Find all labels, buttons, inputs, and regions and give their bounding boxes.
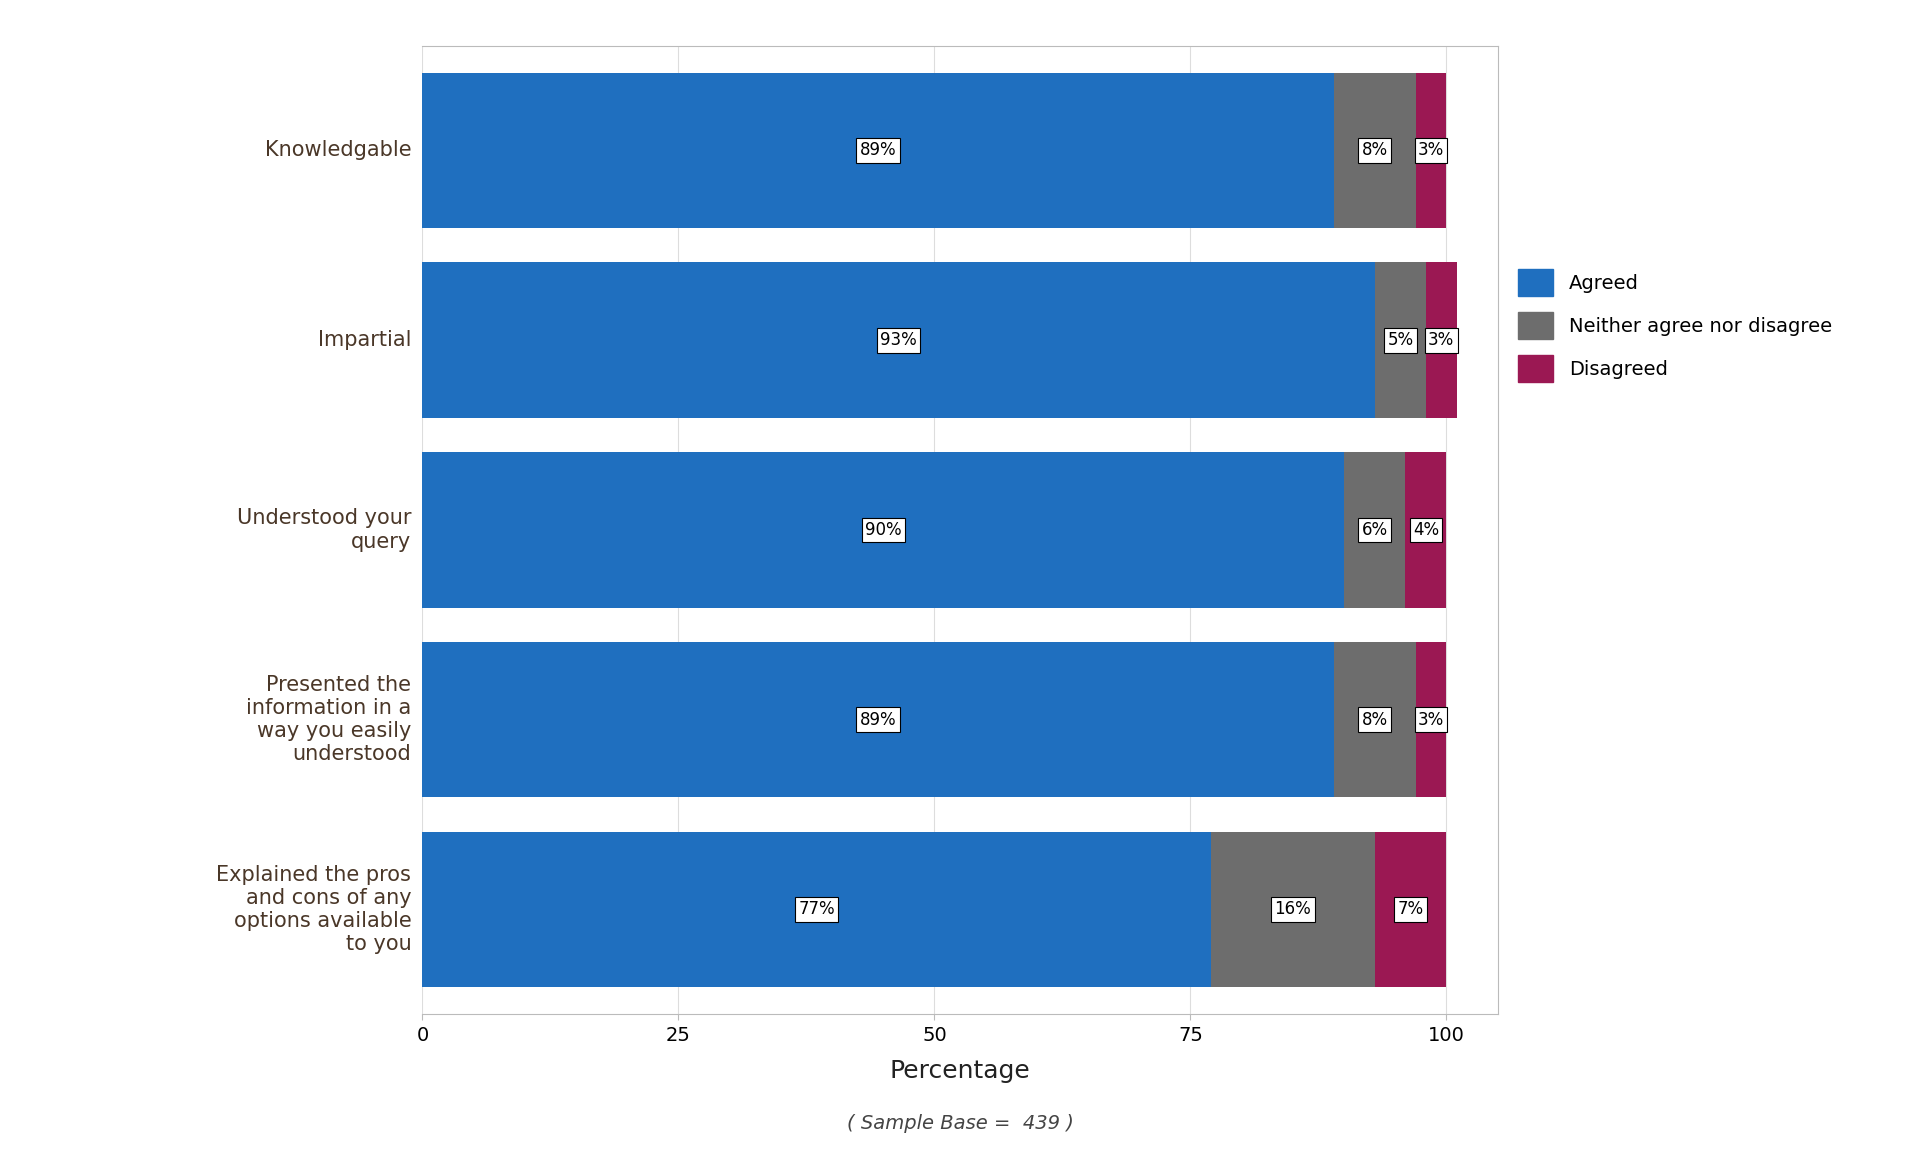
Bar bbox=[1415, 73, 1446, 228]
Bar bbox=[1375, 832, 1446, 987]
Text: 5%: 5% bbox=[1388, 331, 1413, 349]
Text: 89%: 89% bbox=[860, 711, 897, 729]
X-axis label: Percentage: Percentage bbox=[889, 1059, 1031, 1083]
Text: 8%: 8% bbox=[1361, 142, 1388, 159]
Text: 16%: 16% bbox=[1275, 901, 1311, 918]
Text: 90%: 90% bbox=[864, 521, 902, 539]
Bar bbox=[1415, 642, 1446, 797]
Bar bbox=[1375, 263, 1427, 418]
Text: 6%: 6% bbox=[1361, 521, 1388, 539]
Text: 93%: 93% bbox=[879, 331, 918, 349]
Bar bbox=[1334, 73, 1415, 228]
Text: 8%: 8% bbox=[1361, 711, 1388, 729]
Bar bbox=[422, 263, 1375, 418]
Text: 7%: 7% bbox=[1398, 901, 1423, 918]
Bar bbox=[422, 73, 1334, 228]
Bar bbox=[422, 832, 1212, 987]
Bar bbox=[422, 452, 1344, 608]
Text: 3%: 3% bbox=[1417, 142, 1444, 159]
Bar bbox=[1427, 263, 1457, 418]
Text: 4%: 4% bbox=[1413, 521, 1438, 539]
Text: 3%: 3% bbox=[1428, 331, 1455, 349]
Bar bbox=[1212, 832, 1375, 987]
Legend: Agreed, Neither agree nor disagree, Disagreed: Agreed, Neither agree nor disagree, Disa… bbox=[1519, 268, 1832, 382]
Bar bbox=[1405, 452, 1446, 608]
Text: 77%: 77% bbox=[799, 901, 835, 918]
Text: 3%: 3% bbox=[1417, 711, 1444, 729]
Bar bbox=[422, 642, 1334, 797]
Text: ( Sample Base =  439 ): ( Sample Base = 439 ) bbox=[847, 1114, 1073, 1132]
Bar bbox=[1334, 642, 1415, 797]
Bar bbox=[1344, 452, 1405, 608]
Text: 89%: 89% bbox=[860, 142, 897, 159]
